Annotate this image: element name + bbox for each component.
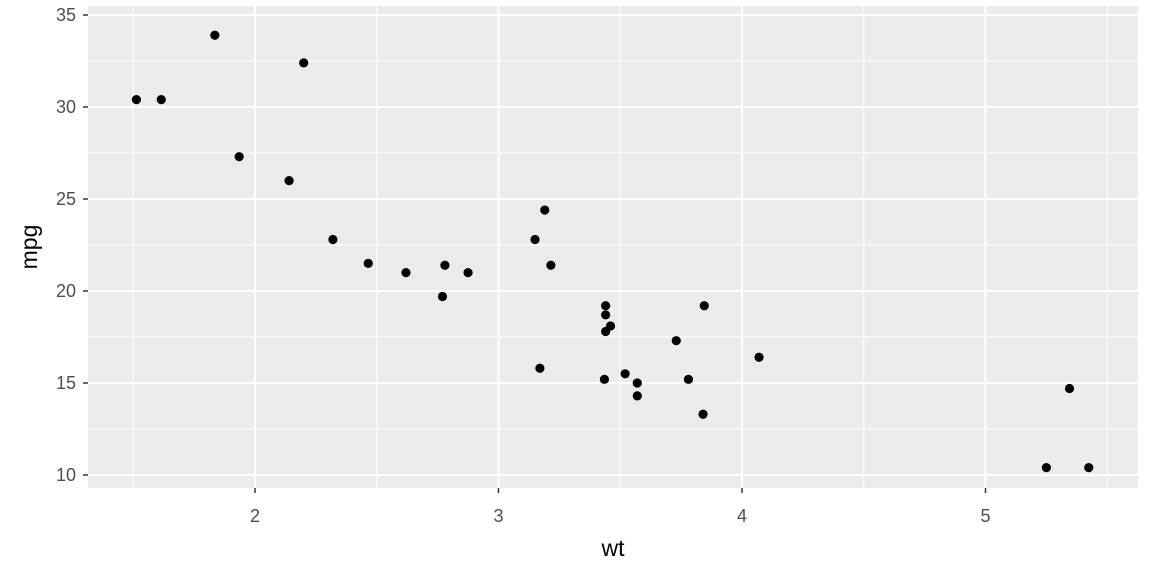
- data-points: [131, 30, 1094, 473]
- data-point: [632, 391, 642, 401]
- axis-ticks: [83, 14, 987, 493]
- data-point: [530, 234, 540, 245]
- data-point: [440, 260, 450, 270]
- y-tick-label: 10: [56, 465, 76, 485]
- data-point: [284, 176, 294, 186]
- data-point: [156, 95, 166, 105]
- data-point: [234, 152, 244, 162]
- y-tick-labels: 10 15 20 25 30 35: [56, 5, 76, 485]
- data-point: [599, 374, 610, 384]
- data-point: [299, 58, 309, 68]
- data-point: [437, 291, 448, 302]
- data-point: [754, 352, 764, 362]
- data-point: [601, 301, 611, 311]
- data-point: [535, 363, 545, 373]
- y-tick-label: 30: [56, 97, 76, 117]
- x-tick-label: 4: [737, 506, 747, 526]
- y-axis-title: mpg: [16, 225, 42, 270]
- data-point: [210, 30, 220, 40]
- data-point: [698, 409, 708, 419]
- minor-gridlines: [88, 6, 1138, 488]
- data-point: [632, 378, 642, 388]
- data-point: [699, 301, 709, 311]
- data-point: [1084, 463, 1094, 473]
- data-point: [605, 321, 616, 331]
- data-point: [463, 268, 473, 278]
- data-point: [540, 205, 550, 215]
- x-tick-label: 2: [250, 506, 260, 526]
- x-axis-title: wt: [601, 535, 626, 561]
- data-point: [683, 374, 694, 384]
- data-point: [601, 310, 611, 320]
- y-tick-label: 35: [56, 5, 76, 25]
- y-tick-label: 20: [56, 281, 76, 301]
- plot-panel: [88, 6, 1138, 488]
- data-point: [401, 268, 411, 278]
- data-point: [328, 234, 338, 245]
- major-gridlines: [88, 6, 1138, 488]
- data-point: [546, 260, 556, 270]
- data-point: [1064, 383, 1075, 394]
- x-tick-labels: 2 3 4 5: [250, 506, 991, 526]
- data-point: [671, 336, 681, 346]
- data-point: [1041, 463, 1051, 473]
- data-point: [131, 95, 142, 105]
- y-tick-label: 25: [56, 189, 76, 209]
- data-point: [620, 369, 630, 379]
- data-point: [363, 258, 373, 268]
- x-tick-label: 3: [493, 506, 503, 526]
- x-tick-label: 5: [980, 506, 990, 526]
- y-tick-label: 15: [56, 373, 76, 393]
